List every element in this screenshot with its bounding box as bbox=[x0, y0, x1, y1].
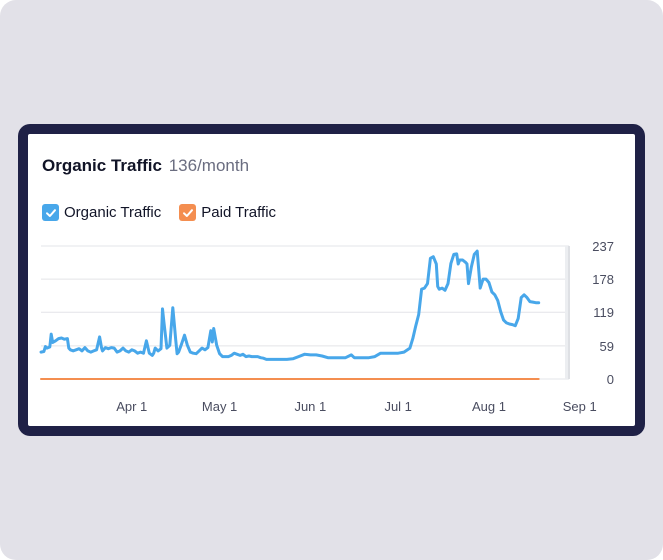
legend-item-organic-traffic[interactable]: Organic Traffic bbox=[42, 204, 161, 221]
traffic-line-chart: 237 178 119 59 0 Apr 1 May 1 Jun 1 Jul 1 Aug 1 Sep… bbox=[39, 239, 614, 414]
legend-label-organic-traffic: Organic Traffic bbox=[64, 204, 162, 221]
legend-item-paid-traffic[interactable]: Paid Traffic bbox=[179, 204, 276, 221]
x-tick-label: May 1 bbox=[202, 399, 237, 414]
organic-traffic-line bbox=[39, 249, 541, 361]
x-tick-label: Jul 1 bbox=[384, 399, 411, 414]
widget-title-value: 136/month bbox=[168, 156, 250, 175]
paid-traffic-checkbox[interactable] bbox=[179, 204, 197, 221]
widget-frame: Organic Traffic 136/month Organic Traffi… bbox=[18, 124, 645, 436]
x-tick-label: Aug 1 bbox=[472, 399, 506, 414]
check-icon bbox=[182, 208, 193, 217]
y-tick-label: 178 bbox=[592, 272, 614, 287]
check-icon bbox=[45, 208, 56, 217]
organic-traffic-widget: Organic Traffic 136/month Organic Traffi… bbox=[28, 134, 635, 426]
organic-traffic-checkbox[interactable] bbox=[42, 204, 59, 221]
widget-title-label: Organic Traffic bbox=[42, 156, 162, 175]
x-tick-label: Jun 1 bbox=[294, 399, 326, 414]
widget-title: Organic Traffic 136/month bbox=[42, 156, 249, 176]
y-tick-label: 59 bbox=[600, 339, 614, 354]
y-tick-label: 119 bbox=[593, 305, 614, 320]
chart-legend: Organic Traffic Paid Traffic bbox=[42, 204, 276, 221]
y-tick-label: 0 bbox=[607, 372, 614, 387]
x-tick-label: Apr 1 bbox=[116, 399, 147, 414]
x-tick-label: Sep 1 bbox=[563, 399, 597, 414]
y-axis-strip bbox=[565, 246, 570, 379]
legend-label-paid-traffic: Paid Traffic bbox=[201, 204, 277, 221]
y-tick-label: 237 bbox=[592, 239, 614, 254]
